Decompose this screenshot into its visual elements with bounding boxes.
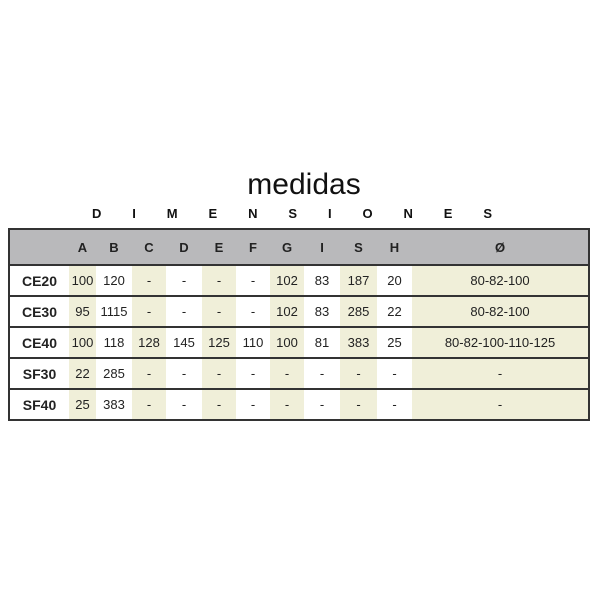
- heading-letter: N: [248, 206, 258, 221]
- heading-letter: I: [327, 206, 332, 221]
- table-cell: 118: [96, 326, 132, 358]
- table-cell: 128: [132, 326, 166, 358]
- table-cell: -: [236, 357, 270, 389]
- table-cell: 80-82-100-110-125: [412, 326, 589, 358]
- row-label: SF40: [9, 388, 69, 420]
- row-label: CE40: [9, 326, 69, 358]
- table-cell: 81: [304, 326, 340, 358]
- table-cell: 285: [96, 357, 132, 389]
- row-label: CE20: [9, 264, 69, 296]
- table-cell: 25: [69, 388, 96, 420]
- column-header: A: [69, 229, 96, 265]
- table-cell: 187: [340, 264, 377, 296]
- table-cell: -: [166, 295, 202, 327]
- table-cell: -: [166, 357, 202, 389]
- table-cell: 125: [202, 326, 236, 358]
- table-cell: 1115: [96, 295, 132, 327]
- table-cell: -: [166, 388, 202, 420]
- table-cell: -: [132, 388, 166, 420]
- table-cell: -: [202, 388, 236, 420]
- table-cell: 383: [340, 326, 377, 358]
- table-cell: -: [340, 357, 377, 389]
- table-row: CE40 100 118 128 145 125 110 100 81 383 25 80-82-10…: [9, 326, 589, 358]
- table-cell: -: [132, 295, 166, 327]
- table-cell: -: [166, 264, 202, 296]
- column-header: Ø: [412, 229, 589, 265]
- table-cell: -: [377, 388, 412, 420]
- column-header: C: [132, 229, 166, 265]
- heading-letter: O: [362, 206, 373, 221]
- table-row: CE30 95 1115- - - -102 83 285 22 80-82-100: [9, 295, 589, 327]
- table-cell: -: [236, 264, 270, 296]
- table-cell: 25: [377, 326, 412, 358]
- table-cell: 80-82-100: [412, 295, 589, 327]
- heading-letter: E: [443, 206, 453, 221]
- table-cell: -: [412, 357, 589, 389]
- table-cell: 83: [304, 295, 340, 327]
- table-cell: 20: [377, 264, 412, 296]
- table-cell: 102: [270, 295, 304, 327]
- heading-letter: S: [483, 206, 492, 221]
- table-cell: 80-82-100: [412, 264, 589, 296]
- table-cell: -: [202, 357, 236, 389]
- row-label: CE30: [9, 295, 69, 327]
- table-cell: -: [304, 388, 340, 420]
- table-cell: -: [304, 357, 340, 389]
- table-cell: 100: [69, 264, 96, 296]
- table-cell: 100: [69, 326, 96, 358]
- table-cell: -: [132, 357, 166, 389]
- column-header: I: [304, 229, 340, 265]
- table-cell: -: [340, 388, 377, 420]
- heading-letter: M: [166, 206, 178, 221]
- table-cell: 110: [236, 326, 270, 358]
- table-row: CE20 100 120- - - -102 83 187 20 80-82-100: [9, 264, 589, 296]
- heading-letter: D: [92, 206, 102, 221]
- table-cell: 95: [69, 295, 96, 327]
- table-cell: -: [377, 357, 412, 389]
- table-cell: -: [412, 388, 589, 420]
- table-cell: -: [236, 388, 270, 420]
- column-header: F: [236, 229, 270, 265]
- table-cell: 22: [69, 357, 96, 389]
- table-cell: 383: [96, 388, 132, 420]
- column-header: H: [377, 229, 412, 265]
- table-cell: -: [236, 295, 270, 327]
- table-cell: -: [202, 295, 236, 327]
- column-header: E: [202, 229, 236, 265]
- table-cell: -: [202, 264, 236, 296]
- column-header: B: [96, 229, 132, 265]
- table-cell: 102: [270, 264, 304, 296]
- table-cell: 22: [377, 295, 412, 327]
- column-header: S: [340, 229, 377, 265]
- table-cell: 120: [96, 264, 132, 296]
- column-header: G: [270, 229, 304, 265]
- column-header: [9, 229, 69, 265]
- table-row: SF40 25 383- - - - - - - - -: [9, 388, 589, 420]
- table-row: SF30 22 285- - - - - - - - -: [9, 357, 589, 389]
- heading-letter: I: [132, 206, 136, 221]
- row-label: SF30: [9, 357, 69, 389]
- table-cell: 145: [166, 326, 202, 358]
- heading-letter: N: [403, 206, 413, 221]
- table-cell: 100: [270, 326, 304, 358]
- table-cell: 83: [304, 264, 340, 296]
- page-title: medidas: [247, 168, 361, 201]
- heading-letter: E: [208, 206, 218, 221]
- heading-letter: S: [288, 206, 298, 221]
- table-cell: -: [132, 264, 166, 296]
- table-cell: -: [270, 388, 304, 420]
- column-header: D: [166, 229, 202, 265]
- table-cell: -: [270, 357, 304, 389]
- table-cell: 285: [340, 295, 377, 327]
